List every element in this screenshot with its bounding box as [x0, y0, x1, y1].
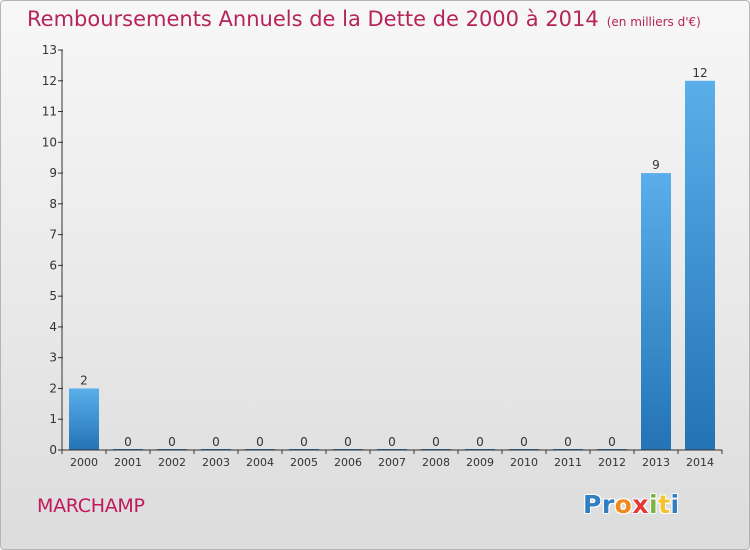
data-label: 0 [520, 435, 528, 449]
x-tick-label: 2008 [422, 456, 450, 469]
x-tick-label: 2006 [334, 456, 362, 469]
x-tick-label: 2003 [202, 456, 230, 469]
x-tick-label: 2014 [686, 456, 714, 469]
y-tick-label: 12 [42, 74, 57, 88]
y-tick-label: 2 [49, 381, 57, 395]
logo-letter: i [670, 490, 680, 519]
bar [69, 388, 99, 450]
data-label: 0 [476, 435, 484, 449]
logo-letter: P [583, 490, 602, 519]
data-label: 12 [692, 66, 707, 80]
x-tick-label: 2012 [598, 456, 626, 469]
y-tick-label: 8 [49, 197, 57, 211]
data-label: 0 [564, 435, 572, 449]
y-tick-label: 3 [49, 351, 57, 365]
data-label: 0 [388, 435, 396, 449]
chart-unit-note: (en milliers d'€) [606, 15, 701, 29]
chart-title: Remboursements Annuels de la Dette de 20… [27, 7, 701, 31]
y-tick-label: 7 [49, 228, 57, 242]
data-label: 9 [652, 158, 660, 172]
y-tick-label: 9 [49, 166, 57, 180]
x-tick-label: 2004 [246, 456, 274, 469]
x-tick-label: 2002 [158, 456, 186, 469]
x-tick-label: 2001 [114, 456, 142, 469]
chart-title-text: Remboursements Annuels de la Dette de 20… [27, 7, 599, 31]
logo-letter: r [601, 490, 615, 519]
data-label: 0 [124, 435, 132, 449]
data-label: 0 [168, 435, 176, 449]
logo-letter: t [658, 490, 671, 519]
x-tick-label: 2000 [70, 456, 98, 469]
logo-letter: x [632, 490, 649, 519]
y-tick-label: 13 [42, 43, 57, 57]
x-tick-label: 2009 [466, 456, 494, 469]
x-tick-label: 2005 [290, 456, 318, 469]
y-tick-label: 0 [49, 443, 57, 457]
bar [641, 173, 671, 451]
y-tick-label: 10 [42, 135, 57, 149]
commune-name: MARCHAMP [37, 495, 145, 517]
bar-series: 2 0 0 0 0 0 0 0 0 0 0 0 0 9 12 [69, 66, 715, 451]
data-label: 2 [80, 373, 88, 387]
data-label: 0 [344, 435, 352, 449]
data-label: 0 [300, 435, 308, 449]
y-tick-label: 6 [49, 258, 57, 272]
x-tick-label: 2007 [378, 456, 406, 469]
bar [685, 80, 715, 451]
y-tick-label: 4 [49, 320, 57, 334]
y-tick-label: 1 [49, 412, 57, 426]
data-label: 0 [256, 435, 264, 449]
x-tick-label: 2013 [642, 456, 670, 469]
data-label: 0 [212, 435, 220, 449]
y-tick-label: 5 [49, 289, 57, 303]
x-tick-label: 2010 [510, 456, 538, 469]
logo-letter: o [614, 490, 633, 519]
proxiti-logo: Proxiti [583, 490, 680, 519]
y-tick-label: 11 [42, 105, 57, 119]
x-axis: 2000 2001 2002 2003 2004 2005 2006 2007 2008 2009… [61, 449, 723, 469]
logo-letter: i [649, 490, 659, 519]
data-label: 0 [432, 435, 440, 449]
x-tick-label: 2011 [554, 456, 582, 469]
data-label: 0 [608, 435, 616, 449]
